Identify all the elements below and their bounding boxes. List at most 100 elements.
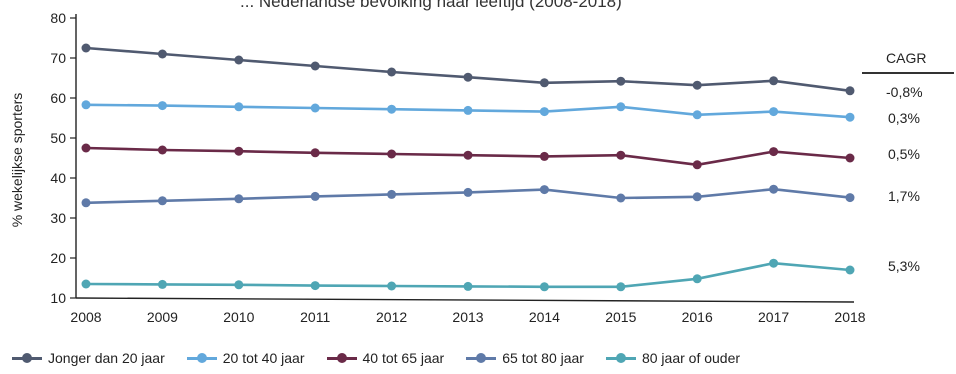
chart-legend: Jonger dan 20 jaar 20 tot 40 jaar 40 tot… <box>12 346 762 370</box>
data-point <box>234 102 244 112</box>
legend-label: 80 jaar of ouder <box>641 350 741 366</box>
data-point <box>157 196 167 206</box>
x-tick-label: 2011 <box>300 309 330 325</box>
data-point <box>539 282 549 292</box>
legend-item: Jonger dan 20 jaar <box>12 350 165 366</box>
x-tick-label: 2008 <box>70 309 101 325</box>
data-point <box>616 76 626 86</box>
cagr-header: CAGR <box>886 50 927 66</box>
data-point <box>845 265 855 275</box>
y-tick-label: 50 <box>50 130 66 146</box>
data-point <box>463 187 473 197</box>
data-point <box>692 160 702 170</box>
x-tick-label: 2013 <box>452 309 483 325</box>
y-tick-label: 30 <box>50 210 66 226</box>
data-point <box>692 110 702 120</box>
data-point <box>157 49 167 59</box>
x-tick-label: 2016 <box>682 309 713 325</box>
y-tick-label: 20 <box>50 250 66 266</box>
chart-lines <box>85 46 851 289</box>
data-point <box>845 153 855 163</box>
data-point <box>234 194 244 204</box>
data-point <box>463 105 473 115</box>
data-point <box>769 147 779 157</box>
data-point <box>387 281 397 291</box>
data-point <box>769 76 779 86</box>
data-point <box>310 61 320 71</box>
y-tick-label: 60 <box>50 90 66 106</box>
data-point <box>81 279 91 289</box>
data-point <box>157 279 167 289</box>
x-tick-label: 2015 <box>605 309 636 325</box>
data-point <box>539 78 549 88</box>
legend-label: 40 tot 65 jaar <box>362 350 445 366</box>
data-point <box>616 282 626 292</box>
cagr-underline <box>862 72 954 74</box>
cagr-value: 1,7% <box>888 188 920 204</box>
series-line <box>85 46 851 93</box>
data-point <box>387 104 397 114</box>
data-point <box>234 280 244 290</box>
data-point <box>387 67 397 77</box>
data-point <box>616 193 626 203</box>
data-point <box>845 193 855 203</box>
cagr-value: -0,8% <box>886 84 923 100</box>
chart-points <box>81 43 855 292</box>
legend-swatch-icon <box>466 351 497 365</box>
y-tick-label: 10 <box>50 290 66 306</box>
x-tick-label: 2010 <box>223 309 254 325</box>
data-point <box>539 107 549 117</box>
data-point <box>845 112 855 122</box>
data-point <box>769 107 779 117</box>
data-point <box>539 185 549 195</box>
y-axis-label: % wekelijkse sporters <box>9 93 25 228</box>
data-point <box>81 100 91 110</box>
data-point <box>310 148 320 158</box>
legend-label: 65 tot 80 jaar <box>502 350 584 366</box>
data-point <box>463 72 473 82</box>
data-point <box>234 55 244 65</box>
data-point <box>310 191 320 201</box>
y-tick-label: 40 <box>50 170 66 186</box>
y-tick-label: 80 <box>50 10 66 26</box>
data-point <box>310 281 320 291</box>
chart-axes: 10 20 30 40 50 60 70 80 2008 2009 2010 2011 2012 2013… <box>50 10 865 325</box>
legend-swatch-icon <box>605 351 636 365</box>
data-point <box>769 184 779 194</box>
data-point <box>769 258 779 268</box>
data-point <box>157 145 167 155</box>
legend-item: 20 tot 40 jaar <box>186 350 305 366</box>
x-tick-label: 2017 <box>758 309 789 325</box>
x-tick-label: 2014 <box>529 309 560 325</box>
legend-swatch-icon <box>326 351 357 365</box>
legend-item: 40 tot 65 jaar <box>326 350 445 366</box>
data-point <box>310 103 320 113</box>
data-point <box>81 143 91 153</box>
legend-item: 65 tot 80 jaar <box>466 350 584 366</box>
legend-label: 20 tot 40 jaar <box>222 350 305 366</box>
data-point <box>463 150 473 160</box>
data-point <box>463 281 473 291</box>
data-point <box>81 43 91 53</box>
data-point <box>692 274 702 284</box>
chart-title: ... Nederlandse bevolking naar leeftijd … <box>240 0 622 11</box>
data-point <box>387 149 397 159</box>
data-point <box>692 192 702 202</box>
x-tick-label: 2009 <box>147 309 178 325</box>
data-point <box>387 189 397 199</box>
cagr-value: 0,5% <box>888 146 920 162</box>
legend-item: 80 jaar of ouder <box>605 350 741 366</box>
data-point <box>539 151 549 161</box>
legend-swatch-icon <box>12 351 42 365</box>
data-point <box>234 146 244 156</box>
legend-swatch-icon <box>186 351 217 365</box>
data-point <box>845 86 855 96</box>
y-tick-label: 70 <box>50 50 66 66</box>
x-axis-line <box>75 297 855 303</box>
x-tick-label: 2018 <box>834 309 865 325</box>
cagr-value: 0,3% <box>888 110 920 126</box>
data-point <box>616 150 626 160</box>
data-point <box>81 198 91 208</box>
cagr-value: 5,3% <box>888 258 920 274</box>
